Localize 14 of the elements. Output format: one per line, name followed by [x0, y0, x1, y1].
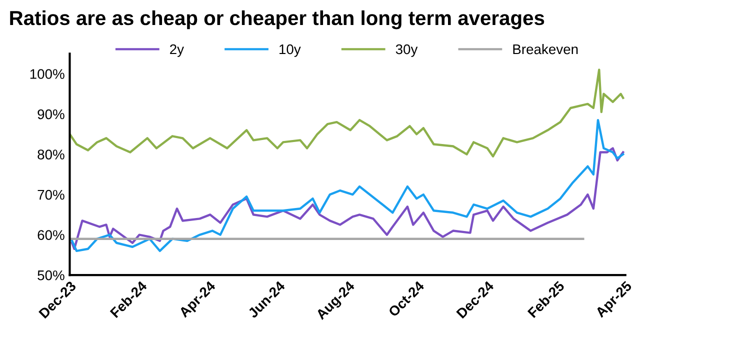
y-tick-label: 90%	[38, 109, 64, 120]
chart-title: Ratios are as cheap or cheaper than long term averages	[10, 10, 544, 30]
line-series	[70, 68, 624, 158]
y-tick-label: 60%	[38, 230, 64, 240]
y-tick-label: 80%	[38, 150, 64, 160]
line-series	[70, 118, 624, 252]
line-series	[70, 147, 624, 250]
legend-label: Breakeven	[513, 44, 578, 54]
y-tick-label: 50%	[38, 270, 64, 280]
legend-label: 30y	[396, 44, 418, 57]
y-tick-label: 100%	[30, 69, 64, 79]
y-tick-label: 70%	[38, 190, 64, 200]
legend-label: 2y	[170, 44, 184, 57]
legend-label: 10y	[280, 44, 301, 57]
